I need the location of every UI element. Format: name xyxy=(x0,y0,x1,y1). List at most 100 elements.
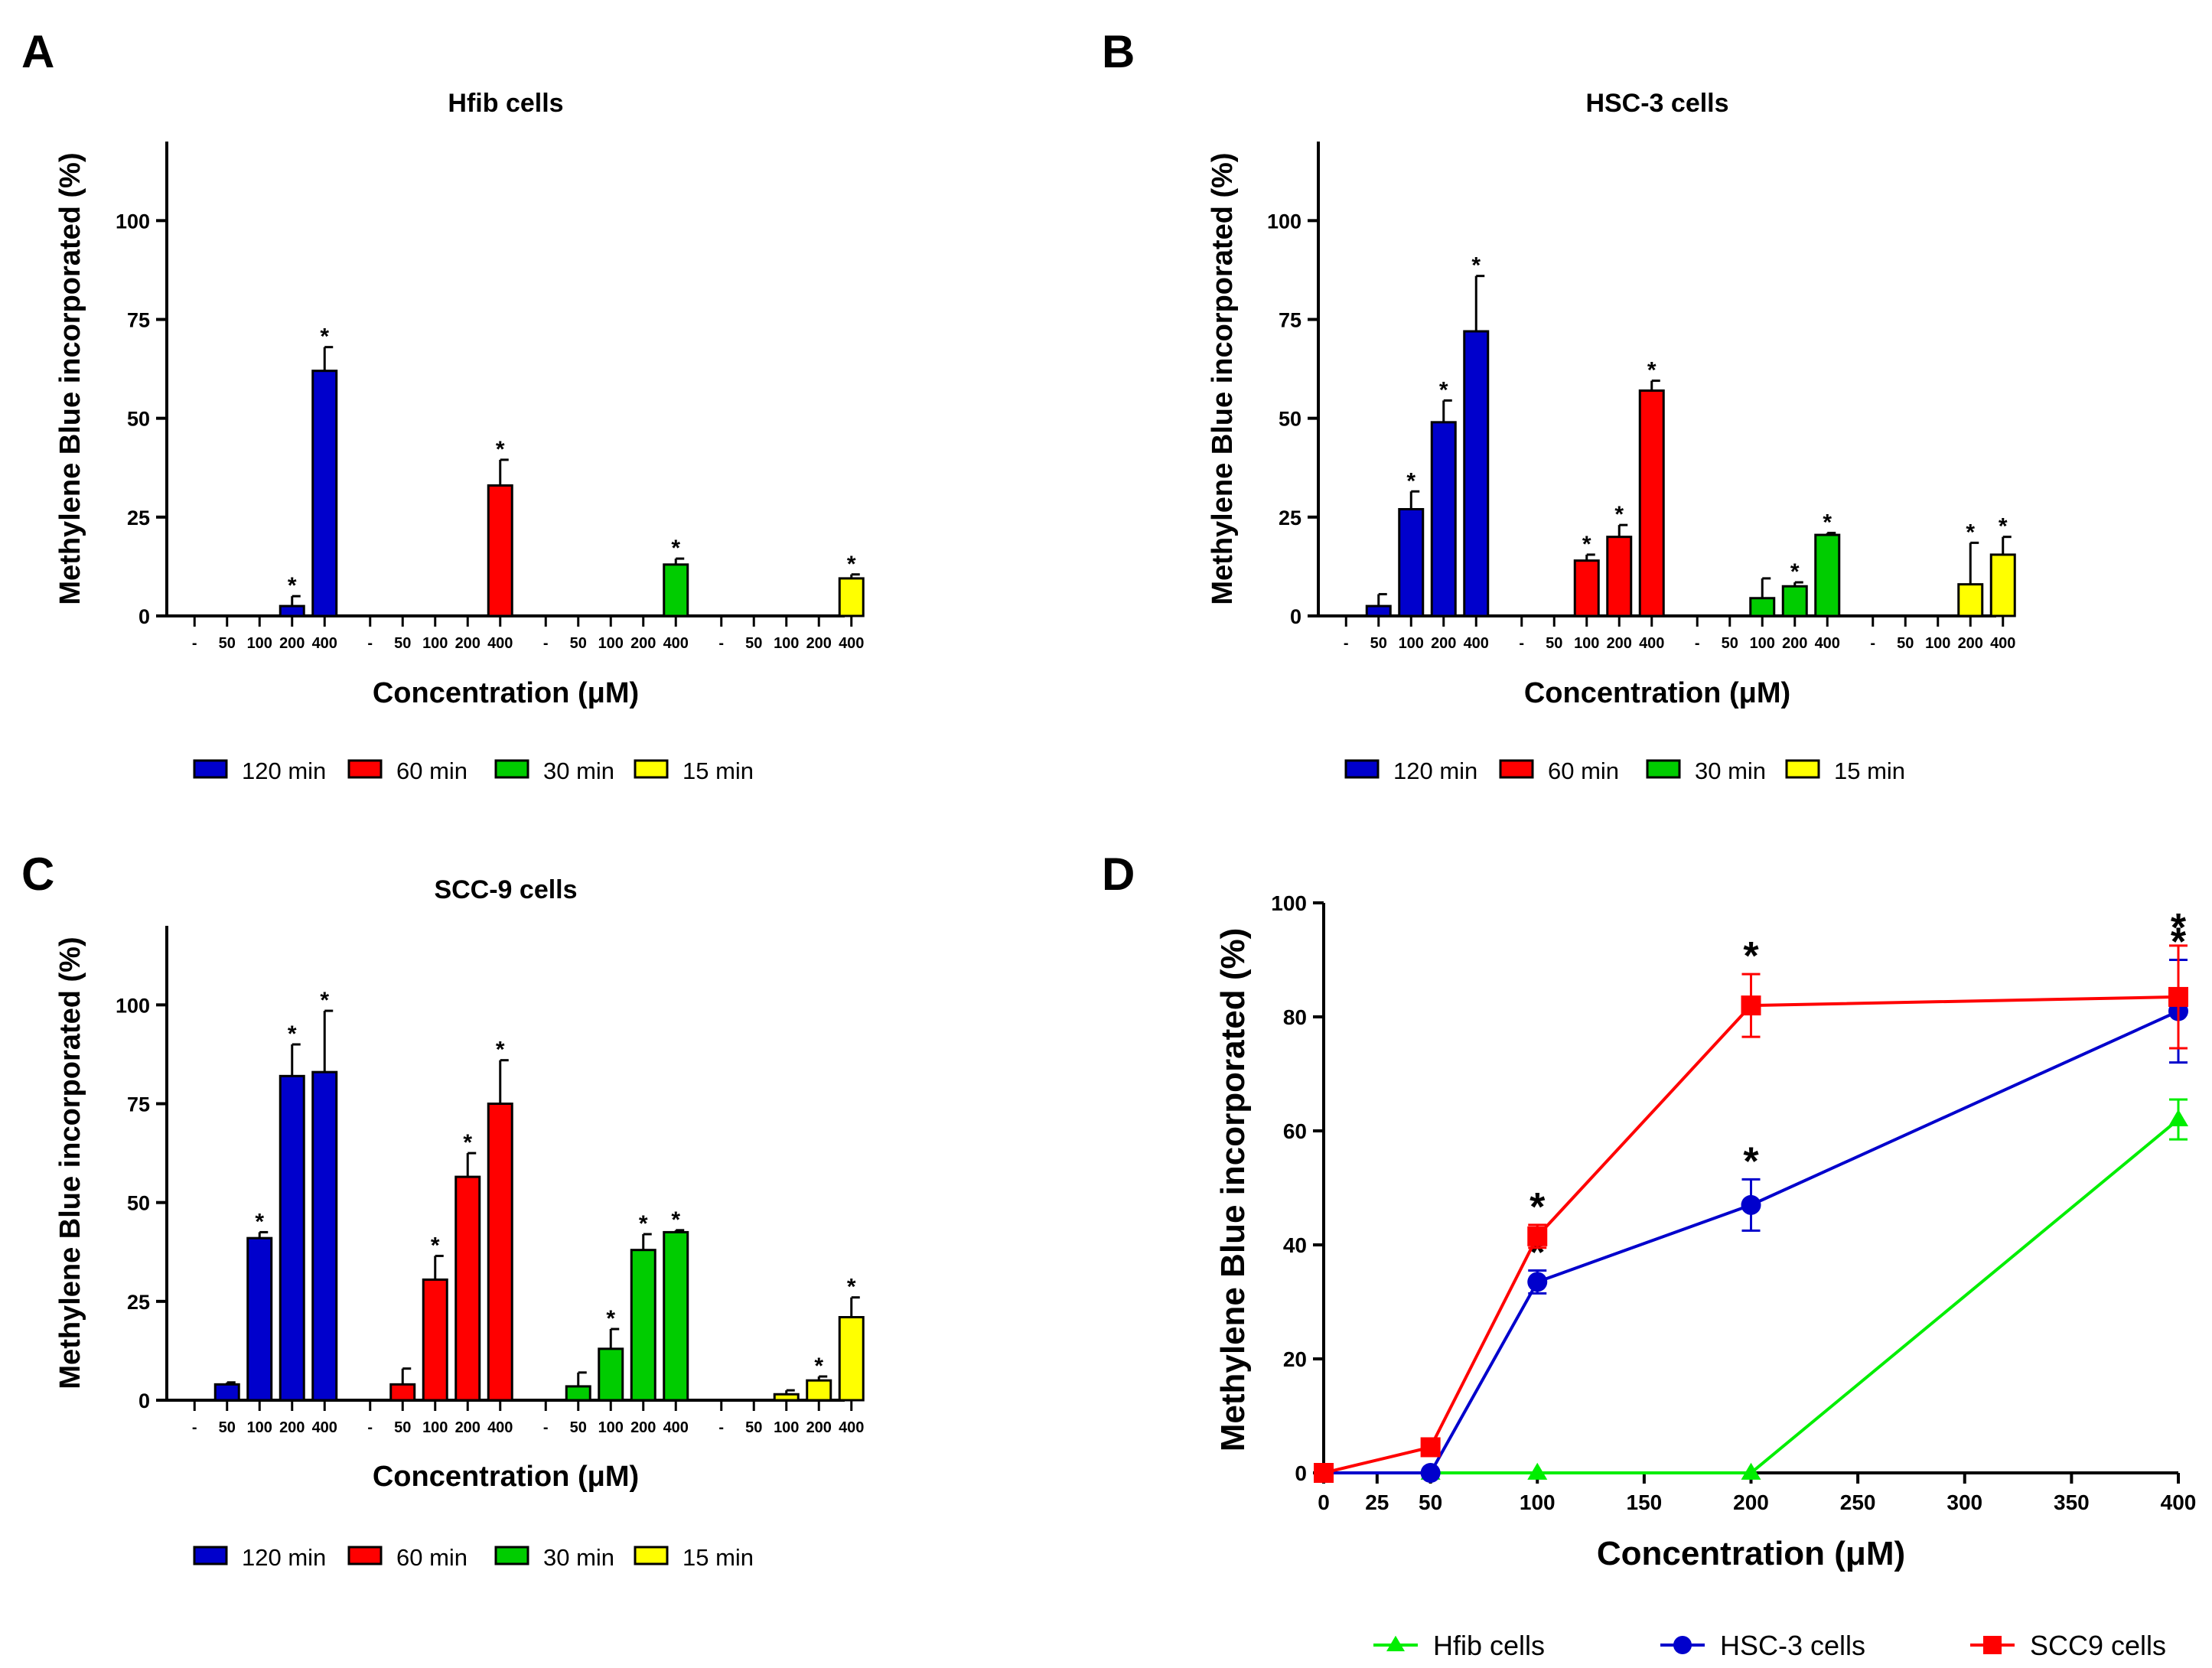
category-label: - xyxy=(1519,635,1524,652)
chart-title: SCC-9 cells xyxy=(434,875,577,904)
y-tick-label: 0 xyxy=(138,1389,150,1412)
category-label: 200 xyxy=(630,1419,656,1436)
bar-120-min-400 xyxy=(1463,330,1490,617)
significance-star: * xyxy=(2171,906,2187,950)
significance-star: * xyxy=(288,573,297,598)
bar-120-min-100 xyxy=(1398,508,1425,617)
category-label: 400 xyxy=(663,635,689,652)
bar-30-min-200 xyxy=(1781,585,1808,617)
y-tick-label: 75 xyxy=(1279,309,1301,332)
y-axis-label: Methylene Blue incorporated (%) xyxy=(1214,928,1252,1452)
x-tick-label: 50 xyxy=(1419,1490,1442,1514)
legend-label: Hfib cells xyxy=(1433,1630,1545,1661)
bar-15-min-200 xyxy=(806,1379,832,1402)
marker-circle xyxy=(1741,1194,1761,1215)
category-label: 50 xyxy=(219,635,236,652)
category-label: 50 xyxy=(745,635,762,652)
legend-label: 30 min xyxy=(1695,757,1766,784)
y-tick-label: 100 xyxy=(116,210,150,233)
chart-title: Hfib cells xyxy=(448,89,563,118)
category-label: - xyxy=(1870,635,1875,652)
y-tick-label: 0 xyxy=(1290,605,1301,628)
significance-star: * xyxy=(606,1306,615,1331)
marker-triangle xyxy=(2168,1109,2188,1126)
category-label: - xyxy=(1344,635,1349,652)
bar-60-min-400 xyxy=(487,1103,513,1402)
significance-star: * xyxy=(814,1354,823,1379)
x-tick-label: 200 xyxy=(1733,1490,1769,1514)
category-label: 400 xyxy=(1464,635,1489,652)
marker-square xyxy=(1420,1437,1441,1458)
significance-star: * xyxy=(496,437,505,462)
significance-star: * xyxy=(2171,920,2187,965)
x-tick-label: 250 xyxy=(1840,1490,1876,1514)
category-label: 50 xyxy=(219,1419,236,1436)
legend-label: HSC-3 cells xyxy=(1720,1630,1865,1661)
bar-15-min-400 xyxy=(838,577,865,617)
y-axis-label: Methylene Blue incorporated (%) xyxy=(54,152,86,604)
category-label: 200 xyxy=(1431,635,1456,652)
panel-letter-d: D xyxy=(1102,849,1135,900)
bar-120-min-50 xyxy=(213,1383,240,1402)
bar-60-min-400 xyxy=(487,484,513,617)
significance-star: * xyxy=(1439,377,1448,402)
category-label: - xyxy=(192,635,197,652)
bar-120-min-100 xyxy=(246,1236,273,1402)
panel-a: A Hfib cells Methylene Blue incorporated (… xyxy=(21,26,865,784)
category-label: 400 xyxy=(312,635,337,652)
legend-swatch xyxy=(494,759,529,779)
category-label: - xyxy=(543,635,549,652)
category-label: - xyxy=(192,1419,197,1436)
significance-star: * xyxy=(320,988,329,1013)
bar-15-min-400 xyxy=(1989,553,2016,617)
marker-triangle xyxy=(1527,1462,1548,1480)
significance-star: * xyxy=(463,1130,472,1155)
marker-circle xyxy=(1673,1636,1692,1654)
bar-60-min-200 xyxy=(1606,536,1633,617)
significance-star: * xyxy=(1966,520,1975,545)
y-tick-label: 25 xyxy=(1279,507,1301,529)
legend-label: 60 min xyxy=(1548,757,1619,784)
bar-120-min-50 xyxy=(1365,604,1392,617)
legend-label: 60 min xyxy=(396,1544,467,1571)
category-label: - xyxy=(543,1419,549,1436)
bar-30-min-50 xyxy=(565,1385,591,1402)
significance-star: * xyxy=(496,1038,505,1063)
legend-label: 30 min xyxy=(543,757,614,784)
category-label: 200 xyxy=(279,635,305,652)
bar-120-min-200 xyxy=(279,604,305,617)
x-tick-label: 100 xyxy=(1520,1490,1556,1514)
bar-15-min-100 xyxy=(773,1393,800,1402)
bar-15-min-400 xyxy=(838,1316,865,1402)
legend-label: 60 min xyxy=(396,757,467,784)
panel-letter-c: C xyxy=(21,849,54,900)
category-label: 400 xyxy=(1815,635,1840,652)
significance-star: * xyxy=(1530,1185,1546,1230)
significance-star: * xyxy=(847,1275,856,1300)
x-tick-label: 0 xyxy=(1318,1490,1330,1514)
marker-square xyxy=(1741,995,1761,1016)
marker-square xyxy=(1983,1636,2002,1654)
significance-star: * xyxy=(671,536,680,561)
bar-60-min-100 xyxy=(1573,559,1600,617)
category-label: 100 xyxy=(774,635,799,652)
bar-15-min-200 xyxy=(1957,583,1984,617)
legend-swatch xyxy=(1344,759,1380,779)
category-label: 200 xyxy=(806,635,832,652)
significance-star: * xyxy=(847,552,856,577)
y-axis-label: Methylene Blue incorporated (%) xyxy=(54,937,86,1389)
category-label: 100 xyxy=(247,635,272,652)
significance-star: * xyxy=(320,324,329,350)
series-scc9-cells: *** xyxy=(1314,906,2188,1483)
category-label: 100 xyxy=(774,1419,799,1436)
legend-swatch xyxy=(1785,759,1820,779)
bar-30-min-400 xyxy=(663,563,689,617)
category-label: 200 xyxy=(1607,635,1632,652)
legend-label: 15 min xyxy=(682,1544,754,1571)
marker-square xyxy=(1527,1226,1548,1246)
significance-star: * xyxy=(1823,510,1832,536)
category-label: - xyxy=(718,1419,724,1436)
significance-star: * xyxy=(639,1211,648,1236)
x-axis-label: Concentration (μM) xyxy=(1524,677,1790,709)
category-label: 100 xyxy=(598,1419,624,1436)
